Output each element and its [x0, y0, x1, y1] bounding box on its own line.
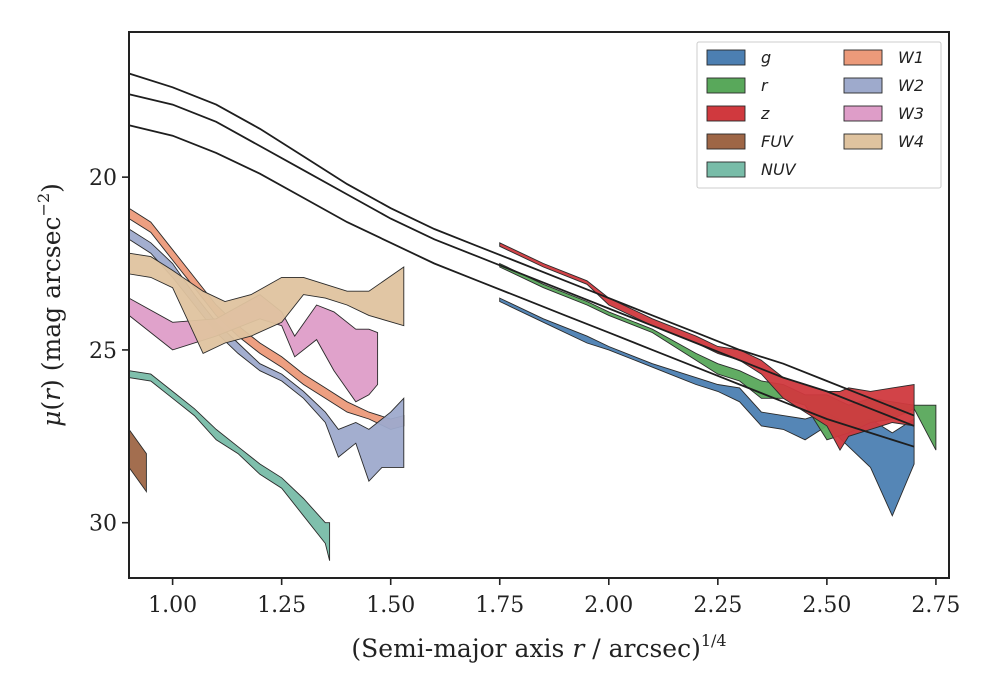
x-tick-label: 1.50: [366, 593, 415, 618]
x-tick-label: 1.75: [475, 593, 524, 618]
legend-swatch-z: [706, 105, 746, 122]
model-curves: [128, 72, 915, 448]
legend-label-w1: W1: [898, 48, 924, 67]
legend-items: grz FUV NUV W1 W2 W3 W4: [706, 48, 924, 179]
plot-frame: [128, 31, 950, 579]
x-tick-label: 1.00: [148, 593, 197, 618]
x-tick-label: 2.25: [693, 593, 742, 618]
legend-swatch-w4: [843, 133, 883, 150]
band-nuv: [128, 370, 331, 561]
legend-label-w3: W3: [898, 104, 924, 123]
x-tick-label: 2.50: [802, 593, 851, 618]
band-w4: [128, 252, 405, 355]
legend-swatch-w2: [843, 77, 883, 94]
legend-label-w4: W4: [898, 132, 924, 151]
y-axis-label: μ(r) (mag arcsec−2): [34, 183, 66, 427]
legend-swatch-g: [706, 49, 746, 66]
model-curve-1: [128, 72, 915, 417]
y-tick-label: 30: [89, 512, 117, 537]
x-tick-label: 2.75: [911, 593, 960, 618]
legend-swatch-w1: [843, 49, 883, 66]
legend-label-g: g: [761, 48, 771, 67]
y-tick-label: 25: [89, 339, 117, 364]
y-tick-label: 20: [89, 166, 117, 191]
x-tick-label: 2.00: [584, 593, 633, 618]
band-g: [499, 297, 915, 517]
legend-label-r: r: [761, 76, 769, 95]
x-axis-label: (Semi-major axis r / arcsec)1/4: [351, 631, 726, 663]
legend-label-fuv: FUV: [761, 132, 794, 151]
legend-swatch-w3: [843, 105, 883, 122]
legend-swatch-r: [706, 77, 746, 94]
axis-ticks: 1.00 1.25 1.50 1.75 2.00 2.25 2.50 2.75 20 25 30: [89, 166, 960, 618]
model-curve-3: [128, 124, 915, 448]
legend-label-w2: W2: [898, 76, 924, 95]
model-curve-2: [128, 93, 915, 427]
legend-swatch-nuv: [706, 161, 746, 178]
legend-label-nuv: NUV: [761, 160, 797, 179]
legend-label-z: z: [760, 104, 770, 123]
legend-swatch-fuv: [706, 133, 746, 150]
legend: grz FUV NUV W1 W2 W3 W4: [696, 41, 942, 189]
x-tick-label: 1.25: [257, 593, 306, 618]
